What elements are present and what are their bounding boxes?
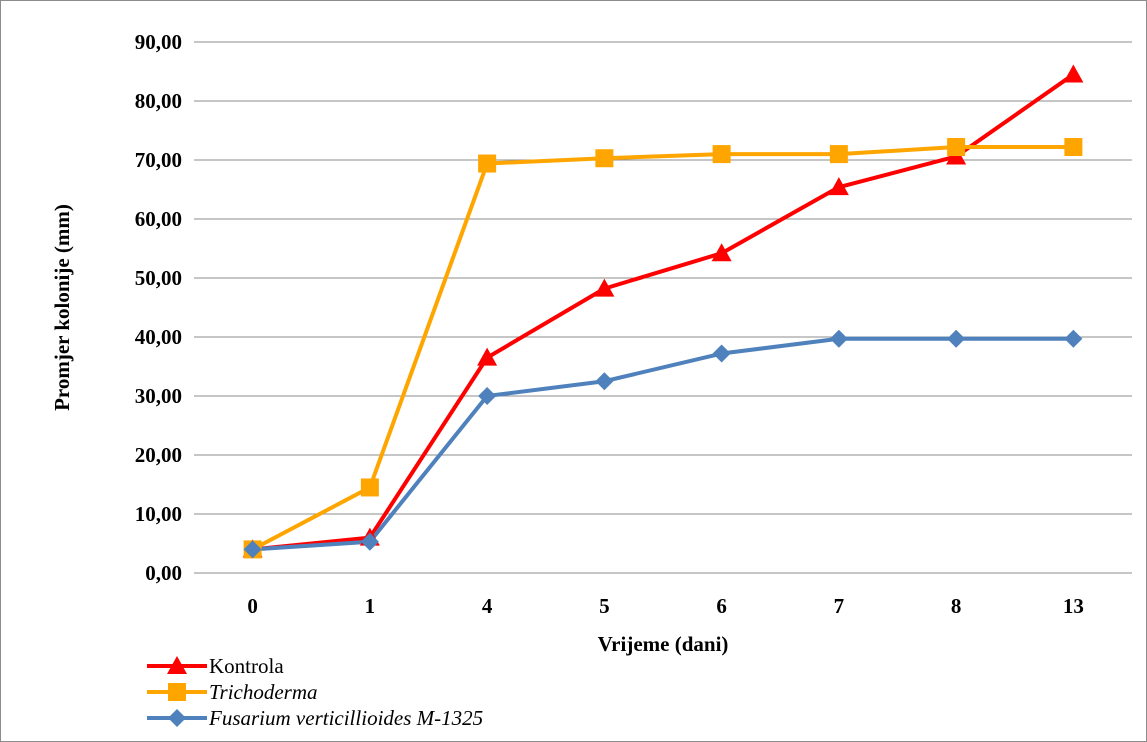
- series-line: [251, 145, 1074, 552]
- x-tick-label: 8: [951, 594, 962, 618]
- data-point-triangle: [828, 177, 849, 196]
- data-point-triangle: [477, 347, 498, 366]
- y-tick-label: 0,00: [145, 561, 182, 585]
- data-point-diamond: [168, 709, 186, 727]
- data-point-square: [1064, 138, 1083, 157]
- y-tick-label: 50,00: [135, 266, 182, 290]
- y-tick-label: 10,00: [135, 502, 182, 526]
- data-point-square: [360, 478, 379, 497]
- x-tick-label: 4: [482, 594, 493, 618]
- x-tick-label: 1: [365, 594, 376, 618]
- data-point-diamond: [595, 372, 614, 391]
- y-tick-label: 40,00: [135, 325, 182, 349]
- y-axis-ticks: 0,00 10,00 20,00 30,00 40,00 50,00 60,00 70,00 8…: [135, 30, 182, 585]
- data-point-triangle: [594, 278, 615, 297]
- series-line: [252, 336, 1074, 552]
- x-tick-label: 13: [1063, 594, 1084, 618]
- data-point-diamond: [478, 387, 497, 405]
- x-axis-ticks: 0 1 4 5 6 7 8 13: [247, 594, 1084, 618]
- x-tick-label: 6: [716, 594, 727, 618]
- data-point-diamond: [947, 329, 966, 348]
- data-point-square: [478, 154, 497, 173]
- y-tick-label: 70,00: [135, 148, 182, 172]
- data-point-diamond: [712, 344, 731, 363]
- series-group: [242, 64, 1084, 559]
- data-point-square: [595, 149, 614, 168]
- series-line: [252, 72, 1075, 552]
- data-point-diamond: [360, 532, 379, 551]
- y-tick-label: 60,00: [135, 207, 182, 231]
- data-point-square: [947, 138, 966, 157]
- y-tick-label: 90,00: [135, 30, 182, 54]
- data-point-triangle: [1063, 64, 1084, 83]
- y-tick-label: 30,00: [135, 384, 182, 408]
- x-axis-title: Vrijeme (dani): [598, 632, 729, 656]
- x-tick-label: 0: [247, 594, 258, 618]
- data-point-triangle: [711, 243, 732, 262]
- data-point-square: [712, 145, 731, 164]
- data-point-square: [829, 145, 848, 164]
- data-point-diamond: [829, 329, 848, 348]
- y-tick-label: 80,00: [135, 89, 182, 113]
- y-axis-title: Promjer kolonije (mm): [50, 204, 74, 411]
- legend-label: Trichoderma: [209, 680, 318, 704]
- y-tick-label: 20,00: [135, 443, 182, 467]
- data-point-square: [168, 683, 186, 701]
- legend-label: Fusarium verticillioides M-1325: [208, 706, 483, 730]
- data-point-triangle: [167, 656, 187, 674]
- gridlines: [194, 41, 1132, 515]
- data-point-diamond: [243, 540, 262, 559]
- x-tick-label: 5: [599, 594, 610, 618]
- data-point-diamond: [1064, 329, 1083, 348]
- x-tick-label: 7: [834, 594, 845, 618]
- legend-label: Kontrola: [209, 654, 284, 678]
